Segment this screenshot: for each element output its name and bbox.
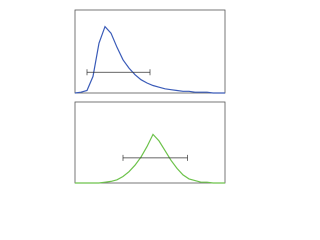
plot-frame — [74, 9, 226, 94]
plot-frame — [74, 101, 226, 184]
figure — [74, 9, 226, 184]
histogram-line — [75, 133, 225, 184]
histogram-line — [74, 25, 225, 94]
